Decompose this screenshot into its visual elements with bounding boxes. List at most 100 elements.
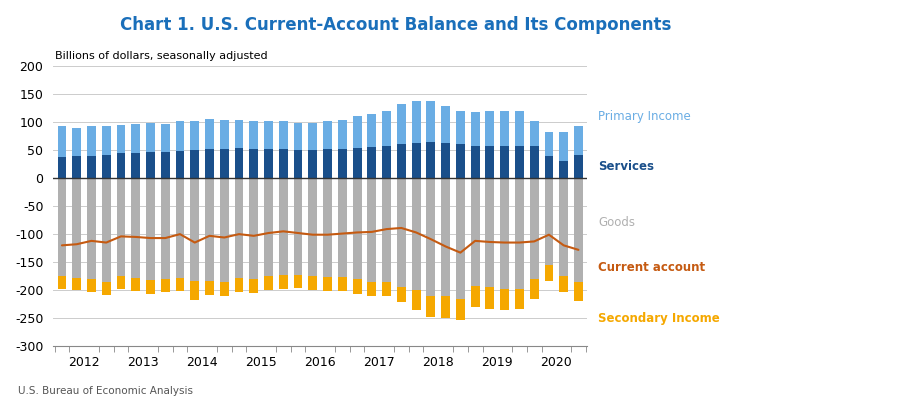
- Bar: [131, 278, 140, 291]
- Bar: [264, 121, 273, 149]
- Bar: [176, 278, 184, 291]
- Bar: [235, 148, 244, 178]
- Bar: [353, 148, 362, 178]
- Bar: [456, 178, 464, 299]
- Bar: [190, 150, 199, 178]
- Bar: [397, 104, 406, 144]
- Bar: [515, 289, 524, 309]
- Bar: [220, 149, 229, 178]
- Bar: [471, 178, 480, 286]
- Bar: [309, 178, 317, 276]
- Bar: [427, 101, 436, 142]
- Bar: [530, 178, 538, 279]
- Bar: [471, 146, 480, 178]
- Text: Goods: Goods: [598, 216, 635, 230]
- Bar: [515, 111, 524, 146]
- Bar: [456, 111, 464, 144]
- Bar: [72, 156, 81, 178]
- Bar: [427, 296, 436, 316]
- Bar: [176, 178, 184, 278]
- Bar: [530, 279, 538, 299]
- Bar: [441, 178, 450, 296]
- Bar: [190, 281, 199, 300]
- Bar: [220, 178, 229, 282]
- Bar: [397, 178, 406, 288]
- Bar: [574, 126, 583, 154]
- Bar: [500, 289, 509, 310]
- Bar: [161, 178, 170, 279]
- Bar: [574, 178, 583, 282]
- Bar: [382, 111, 391, 146]
- Bar: [279, 121, 288, 150]
- Bar: [309, 123, 317, 150]
- Bar: [117, 276, 125, 289]
- Text: U.S. Bureau of Economic Analysis: U.S. Bureau of Economic Analysis: [18, 386, 193, 396]
- Bar: [500, 178, 509, 289]
- Bar: [500, 146, 509, 178]
- Bar: [485, 288, 494, 309]
- Bar: [411, 290, 420, 310]
- Bar: [87, 279, 96, 292]
- Bar: [382, 146, 391, 178]
- Bar: [293, 178, 302, 274]
- Bar: [530, 121, 538, 146]
- Bar: [471, 112, 480, 146]
- Bar: [515, 146, 524, 178]
- Bar: [411, 101, 420, 143]
- Bar: [72, 278, 81, 290]
- Bar: [249, 149, 258, 178]
- Bar: [544, 265, 554, 281]
- Bar: [367, 147, 376, 178]
- Bar: [338, 120, 346, 150]
- Bar: [485, 111, 494, 146]
- Text: Billions of dollars, seasonally adjusted: Billions of dollars, seasonally adjusted: [55, 52, 267, 62]
- Bar: [279, 150, 288, 178]
- Bar: [72, 128, 81, 156]
- Bar: [205, 178, 214, 281]
- Bar: [161, 124, 170, 152]
- Bar: [176, 150, 184, 178]
- Bar: [102, 282, 111, 295]
- Bar: [58, 276, 67, 288]
- Bar: [205, 119, 214, 150]
- Bar: [309, 150, 317, 178]
- Bar: [559, 178, 568, 276]
- Bar: [161, 152, 170, 178]
- Bar: [279, 178, 288, 274]
- Bar: [353, 116, 362, 148]
- Bar: [293, 274, 302, 288]
- Bar: [323, 178, 332, 277]
- Bar: [367, 178, 376, 282]
- Bar: [87, 156, 96, 178]
- Bar: [235, 278, 244, 292]
- Bar: [574, 282, 583, 302]
- Bar: [293, 123, 302, 150]
- Bar: [146, 280, 155, 294]
- Bar: [58, 178, 67, 276]
- Bar: [323, 150, 332, 178]
- Bar: [367, 114, 376, 147]
- Bar: [102, 178, 111, 282]
- Bar: [146, 122, 155, 152]
- Bar: [456, 144, 464, 178]
- Bar: [72, 178, 81, 278]
- Bar: [249, 178, 258, 279]
- Bar: [338, 178, 346, 277]
- Bar: [131, 178, 140, 278]
- Bar: [411, 143, 420, 178]
- Bar: [427, 178, 436, 296]
- Bar: [559, 276, 568, 292]
- Bar: [323, 277, 332, 291]
- Bar: [397, 288, 406, 302]
- Bar: [190, 121, 199, 150]
- Bar: [411, 178, 420, 290]
- Bar: [515, 178, 524, 289]
- Bar: [117, 125, 125, 153]
- Bar: [102, 155, 111, 178]
- Bar: [117, 178, 125, 276]
- Bar: [382, 178, 391, 282]
- Bar: [205, 150, 214, 178]
- Bar: [264, 149, 273, 178]
- Text: Primary Income: Primary Income: [598, 110, 690, 123]
- Bar: [544, 132, 554, 156]
